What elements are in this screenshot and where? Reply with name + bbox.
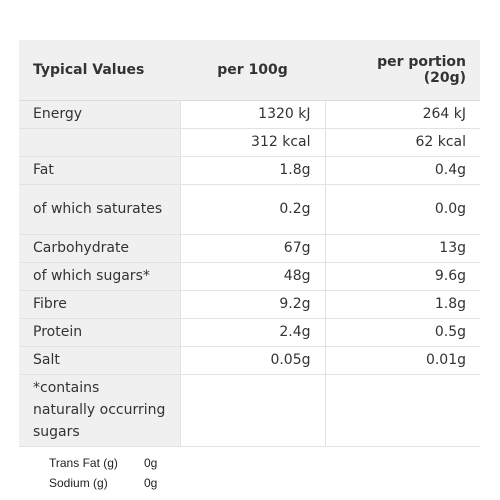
row-label: of which saturates — [19, 184, 180, 235]
row-value-per-portion: 0.0g — [324, 184, 480, 235]
row-label: of which sugars* — [19, 262, 180, 291]
table-row: Fat 1.8g 0.4g — [19, 156, 480, 185]
table-row: Energy 1320 kJ 264 kJ — [19, 100, 480, 129]
extra-nutrients: Trans Fat (g) 0g Sodium (g) 0g — [49, 453, 157, 493]
row-value-per-portion: 9.6g — [324, 262, 480, 291]
row-label: Fibre — [19, 290, 180, 319]
row-value-per-100g: 312 kcal — [179, 128, 325, 157]
table-row: Fibre 9.2g 1.8g — [19, 290, 480, 319]
row-value-per-100g: 0.05g — [179, 346, 325, 375]
row-value-per-portion: 0.01g — [324, 346, 480, 375]
extra-value: 0g — [144, 456, 158, 470]
row-label: Salt — [19, 346, 180, 375]
row-label: Fat — [19, 156, 180, 185]
row-value-per-portion: 1.8g — [324, 290, 480, 319]
table-row: of which saturates 0.2g 0.0g — [19, 184, 480, 235]
row-value-per-100g: 67g — [179, 234, 325, 263]
extra-label: Trans Fat (g) — [49, 456, 118, 470]
extra-value: 0g — [144, 476, 158, 490]
row-label: Energy — [19, 100, 180, 129]
row-value-per-portion — [324, 374, 480, 447]
nutrition-table: Typical Values per 100g per portion (20g… — [19, 40, 480, 447]
table-body: Energy 1320 kJ 264 kJ 312 kcal 62 kcal F… — [19, 100, 480, 447]
row-value-per-portion: 0.4g — [324, 156, 480, 185]
table-row: Carbohydrate 67g 13g — [19, 234, 480, 263]
row-value-per-portion: 0.5g — [324, 318, 480, 347]
table-row: Protein 2.4g 0.5g — [19, 318, 480, 347]
row-value-per-100g — [179, 374, 325, 447]
header-per-portion: per portion (20g) — [325, 40, 480, 101]
extra-label: Sodium (g) — [49, 476, 108, 490]
row-label: Protein — [19, 318, 180, 347]
row-label: Carbohydrate — [19, 234, 180, 263]
row-value-per-100g: 9.2g — [179, 290, 325, 319]
table-row: Salt 0.05g 0.01g — [19, 346, 480, 375]
row-value-per-100g: 0.2g — [179, 184, 325, 235]
header-per-100g: per 100g — [180, 40, 325, 101]
row-value-per-100g: 48g — [179, 262, 325, 291]
extra-row-trans-fat: Trans Fat (g) 0g — [49, 453, 157, 473]
table-header: Typical Values per 100g per portion (20g… — [19, 40, 480, 101]
table-row: of which sugars* 48g 9.6g — [19, 262, 480, 291]
table-row-footnote: *contains naturally occurring sugars — [19, 374, 480, 447]
extra-row-sodium: Sodium (g) 0g — [49, 473, 157, 493]
row-value-per-portion: 264 kJ — [324, 100, 480, 129]
header-row: Typical Values per 100g per portion (20g… — [19, 40, 480, 101]
footnote-text: *contains naturally occurring sugars — [19, 374, 180, 447]
row-value-per-100g: 1.8g — [179, 156, 325, 185]
row-value-per-portion: 13g — [324, 234, 480, 263]
table-row: 312 kcal 62 kcal — [19, 128, 480, 157]
row-value-per-portion: 62 kcal — [324, 128, 480, 157]
row-label — [19, 128, 180, 157]
row-value-per-100g: 2.4g — [179, 318, 325, 347]
header-typical-values: Typical Values — [19, 40, 180, 101]
row-value-per-100g: 1320 kJ — [179, 100, 325, 129]
